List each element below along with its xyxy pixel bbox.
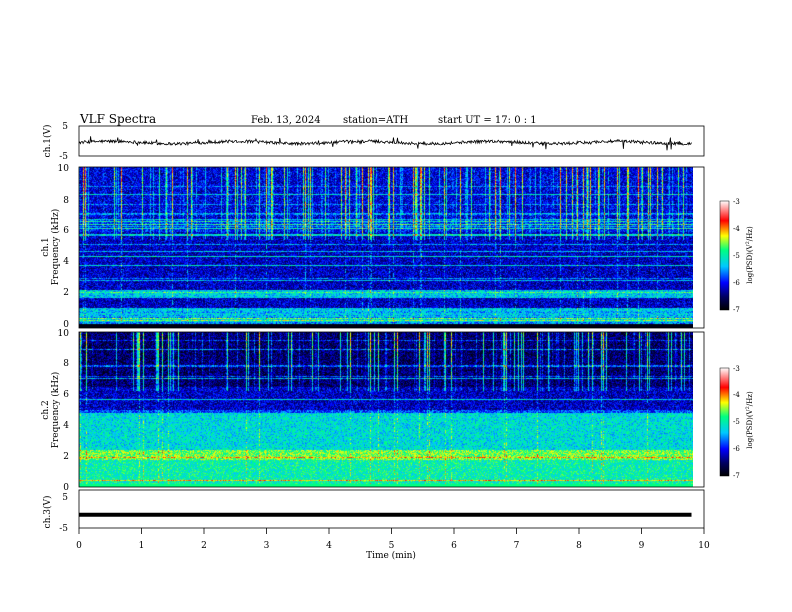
ch1-ytick-top: 5 xyxy=(62,122,68,132)
ch2-cb-tick-m5: -5 xyxy=(733,418,740,426)
ch1-freq-ylabel-channel: ch.1 xyxy=(41,237,51,256)
ch1-cb-tick-m5: -5 xyxy=(733,252,740,260)
ch2-spectrogram-heatmap xyxy=(79,332,693,487)
ch2-cb-tick-m4: -4 xyxy=(733,391,740,399)
ch1-freq-tick-10: 10 xyxy=(58,164,70,174)
ch1-axes-frame xyxy=(78,125,705,157)
x-tick-label-7: 7 xyxy=(514,541,520,551)
ch2-colorbar-label: log(PSD)(V2/Hz) xyxy=(745,391,754,449)
ch1-cb-tick-m6: -6 xyxy=(733,279,740,287)
ch1-freq-ylabel-frequency: Frequency (kHz) xyxy=(50,209,61,286)
x-tick-label-4: 4 xyxy=(326,541,332,551)
ch2-spectrogram-panel: 10 8 6 4 2 0 ch.2 Frequency (kHz) -3 -4 … xyxy=(41,329,754,493)
ch2-cb-tick-m7: -7 xyxy=(733,472,740,480)
x-tick-label-5: 5 xyxy=(389,541,395,551)
x-axis-label: Time (min) xyxy=(366,550,416,561)
ch1-freq-tick-4: 4 xyxy=(63,257,69,267)
ch1-trace-line xyxy=(78,136,692,151)
ch2-freq-ylabel-frequency: Frequency (kHz) xyxy=(50,372,61,449)
ch1-ylabel: ch.1(V) xyxy=(42,125,53,158)
ch1-spectrogram-frame xyxy=(78,166,705,329)
x-tick-label-1: 1 xyxy=(139,541,145,551)
x-tick-label-0: 0 xyxy=(76,541,82,551)
ch1-cb-tick-m7: -7 xyxy=(733,306,740,314)
ch1-cb-tick-m4: -4 xyxy=(733,225,740,233)
station-label: station=ATH xyxy=(343,115,409,126)
x-tick-label-8: 8 xyxy=(576,541,582,551)
ch1-waveform-panel: 5 -5 ch.1(V) xyxy=(42,122,705,162)
ch2-cb-tick-m6: -6 xyxy=(733,445,740,453)
ch3-waveform-panel: 5 -5 ch.3(V) xyxy=(42,489,705,534)
ch2-freq-tick-4: 4 xyxy=(63,421,69,431)
ch1-spectrogram-heatmap xyxy=(79,167,693,328)
ch3-ytick-top: 5 xyxy=(62,493,68,503)
ch2-freq-tick-10: 10 xyxy=(58,329,70,339)
x-tick-label-3: 3 xyxy=(264,541,270,551)
chart-title: VLF Spectra xyxy=(79,112,156,126)
ch3-ytick-bottom: -5 xyxy=(59,524,68,534)
ch1-freq-tick-0: 0 xyxy=(63,320,69,330)
ch3-axes-frame xyxy=(78,489,705,529)
ch2-freq-tick-6: 6 xyxy=(63,390,69,400)
ch1-spectrogram-panel: 10 8 6 4 2 0 ch.1 Frequency (kHz) -3 -4 … xyxy=(41,164,754,330)
x-axis: 0 1 2 3 4 5 6 7 8 9 10 xyxy=(76,528,710,551)
ch2-spectrogram-frame xyxy=(78,331,705,488)
ch2-freq-tick-8: 8 xyxy=(63,359,69,369)
ch1-cb-tick-m3: -3 xyxy=(733,198,740,206)
ch2-freq-tick-0: 0 xyxy=(63,483,69,493)
ch1-ytick-bottom: -5 xyxy=(59,152,68,162)
ch1-colorbar xyxy=(719,200,730,311)
x-tick-label-2: 2 xyxy=(201,541,207,551)
start-time-label: start UT = 17: 0 : 1 xyxy=(438,115,537,126)
ch2-freq-tick-2: 2 xyxy=(63,452,69,462)
ch1-colorbar-label: log(PSD)(V2/Hz) xyxy=(745,226,754,284)
ch1-freq-tick-6: 6 xyxy=(63,226,69,236)
ch3-ylabel: ch.3(V) xyxy=(42,496,53,529)
ch1-freq-tick-8: 8 xyxy=(63,196,69,206)
x-tick-label-9: 9 xyxy=(639,541,645,551)
x-tick-label-10: 10 xyxy=(698,541,710,551)
ch2-cb-tick-m3: -3 xyxy=(733,365,740,373)
ch1-freq-tick-2: 2 xyxy=(63,288,69,298)
ch2-colorbar xyxy=(719,367,730,477)
x-tick-label-6: 6 xyxy=(451,541,457,551)
ch2-freq-ylabel-channel: ch.2 xyxy=(41,400,51,419)
date-label: Feb. 13, 2024 xyxy=(251,115,321,126)
